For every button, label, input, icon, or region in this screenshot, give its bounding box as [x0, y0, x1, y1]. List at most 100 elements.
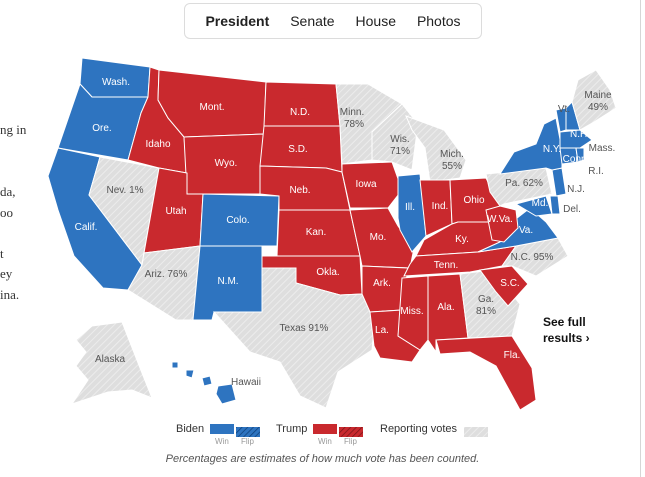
article-text-fragment: da,	[0, 184, 16, 199]
footnote: Percentages are estimates of how much vo…	[165, 453, 480, 465]
right-divider	[640, 0, 641, 477]
state-ri[interactable]	[575, 147, 585, 163]
label-ny: N.Y.	[543, 144, 561, 155]
see-full-line1: See full	[543, 315, 586, 329]
state-del[interactable]	[549, 195, 561, 215]
results-tab-bar: President Senate House Photos	[184, 3, 482, 39]
state-mo[interactable]	[349, 207, 415, 269]
label-ga-pct: 81%	[476, 306, 496, 317]
label-maine-1: Maine	[584, 90, 612, 101]
label-ark: Ark.	[373, 278, 391, 289]
label-sd: S.D.	[288, 144, 307, 155]
label-ala: Ala.	[437, 302, 454, 313]
state-miss[interactable]	[397, 275, 429, 351]
label-mich-1: Mich.	[440, 149, 464, 160]
label-miss: Miss.	[400, 306, 423, 317]
label-nh: N.H.	[570, 129, 590, 140]
legend-trump-flip-swatch	[339, 424, 363, 437]
state-fla[interactable]	[435, 335, 537, 411]
legend-trump-win: Win	[318, 437, 332, 446]
article-text-fragment: t	[0, 246, 4, 261]
label-wash: Wash.	[102, 77, 130, 88]
label-sc: S.C.	[500, 278, 519, 289]
article-text-fragment: ng in	[0, 122, 27, 137]
state-wis[interactable]	[371, 103, 419, 171]
legend-biden-win: Win	[215, 437, 229, 446]
label-wva: W.Va.	[487, 214, 513, 225]
see-full-results-link[interactable]: See full results ›	[543, 314, 590, 346]
legend-biden-win-swatch	[210, 424, 234, 434]
state-hawaii[interactable]	[171, 361, 237, 405]
article-text-fragment: ina.	[0, 287, 20, 302]
legend-biden-flip: Flip	[241, 437, 254, 446]
label-wis-1: Wis.	[390, 134, 409, 145]
label-minn-1: Minn.	[340, 107, 364, 118]
label-idaho: Idaho	[145, 139, 170, 150]
tab-president[interactable]: President	[205, 13, 270, 29]
label-vt: Vt.	[558, 104, 570, 115]
state-ny[interactable]	[499, 117, 563, 175]
label-nd: N.D.	[290, 107, 310, 118]
label-fla: Fla.	[504, 350, 521, 361]
label-va: Va.	[519, 225, 533, 236]
article-text-fragment: oo	[0, 205, 13, 220]
legend-trump-win-swatch	[313, 424, 337, 434]
label-ga-1: Ga.	[478, 294, 494, 305]
label-ohio: Ohio	[463, 195, 485, 206]
see-full-line2: results ›	[543, 331, 590, 345]
label-iowa: Iowa	[355, 179, 377, 190]
label-calif: Calif.	[75, 222, 98, 233]
label-maine-pct: 49%	[588, 102, 608, 113]
label-ind: Ind.	[432, 201, 449, 212]
label-pa: Pa. 62%	[505, 178, 543, 189]
label-ill: Ill.	[405, 202, 415, 213]
state-nd[interactable]	[263, 81, 341, 127]
label-mass: Mass.	[589, 143, 616, 154]
label-kan: Kan.	[306, 227, 327, 238]
state-alaska[interactable]	[70, 321, 153, 405]
label-nj: N.J.	[567, 184, 585, 195]
article-text-fragment: ey	[0, 266, 13, 281]
label-conn: Conn.	[563, 154, 590, 165]
label-mo: Mo.	[370, 232, 387, 243]
tab-photos[interactable]: Photos	[416, 13, 461, 29]
label-md: Md.	[532, 198, 549, 209]
label-colo: Colo.	[226, 215, 249, 226]
label-nm: N.M.	[217, 276, 238, 287]
label-utah: Utah	[165, 206, 186, 217]
tab-house[interactable]: House	[355, 13, 396, 29]
label-okla: Okla.	[316, 267, 339, 278]
label-alaska: Alaska	[95, 354, 125, 365]
state-labels: Wash. Ore. Calif. Nev. 1% Idaho Mont. Wy…	[75, 77, 616, 388]
legend-biden-label: Biden	[176, 423, 205, 435]
legend-trump-label: Trump	[276, 423, 308, 435]
label-la: La.	[375, 325, 389, 336]
label-mich-pct: 55%	[442, 161, 462, 172]
label-minn-pct: 78%	[344, 119, 364, 130]
label-ore: Ore.	[92, 123, 111, 134]
state-ill[interactable]	[397, 173, 427, 253]
legend-trump-flip: Flip	[344, 437, 357, 446]
label-mont: Mont.	[199, 102, 224, 113]
legend-reporting-label: Reporting votes	[380, 423, 458, 435]
legend-reporting-swatch	[464, 424, 488, 437]
label-tenn: Tenn.	[434, 260, 458, 271]
state-nj[interactable]	[551, 167, 567, 197]
state-sc[interactable]	[479, 265, 529, 307]
label-hawaii: Hawaii	[231, 377, 261, 388]
tab-senate[interactable]: Senate	[290, 13, 335, 29]
label-nc: N.C. 95%	[511, 252, 554, 263]
label-neb: Neb.	[289, 185, 310, 196]
label-texas: Texas 91%	[280, 323, 329, 334]
legend-biden-flip-swatch	[236, 424, 260, 437]
label-ky: Ky.	[455, 234, 469, 245]
label-ariz: Ariz. 76%	[145, 269, 188, 280]
label-wis-pct: 71%	[390, 146, 410, 157]
label-wyo: Wyo.	[215, 158, 238, 169]
label-nev: Nev. 1%	[106, 185, 143, 196]
state-maine[interactable]	[571, 69, 617, 131]
label-ri: R.I.	[588, 166, 604, 177]
state-mass[interactable]	[559, 129, 593, 149]
state-texas[interactable]	[212, 267, 376, 409]
